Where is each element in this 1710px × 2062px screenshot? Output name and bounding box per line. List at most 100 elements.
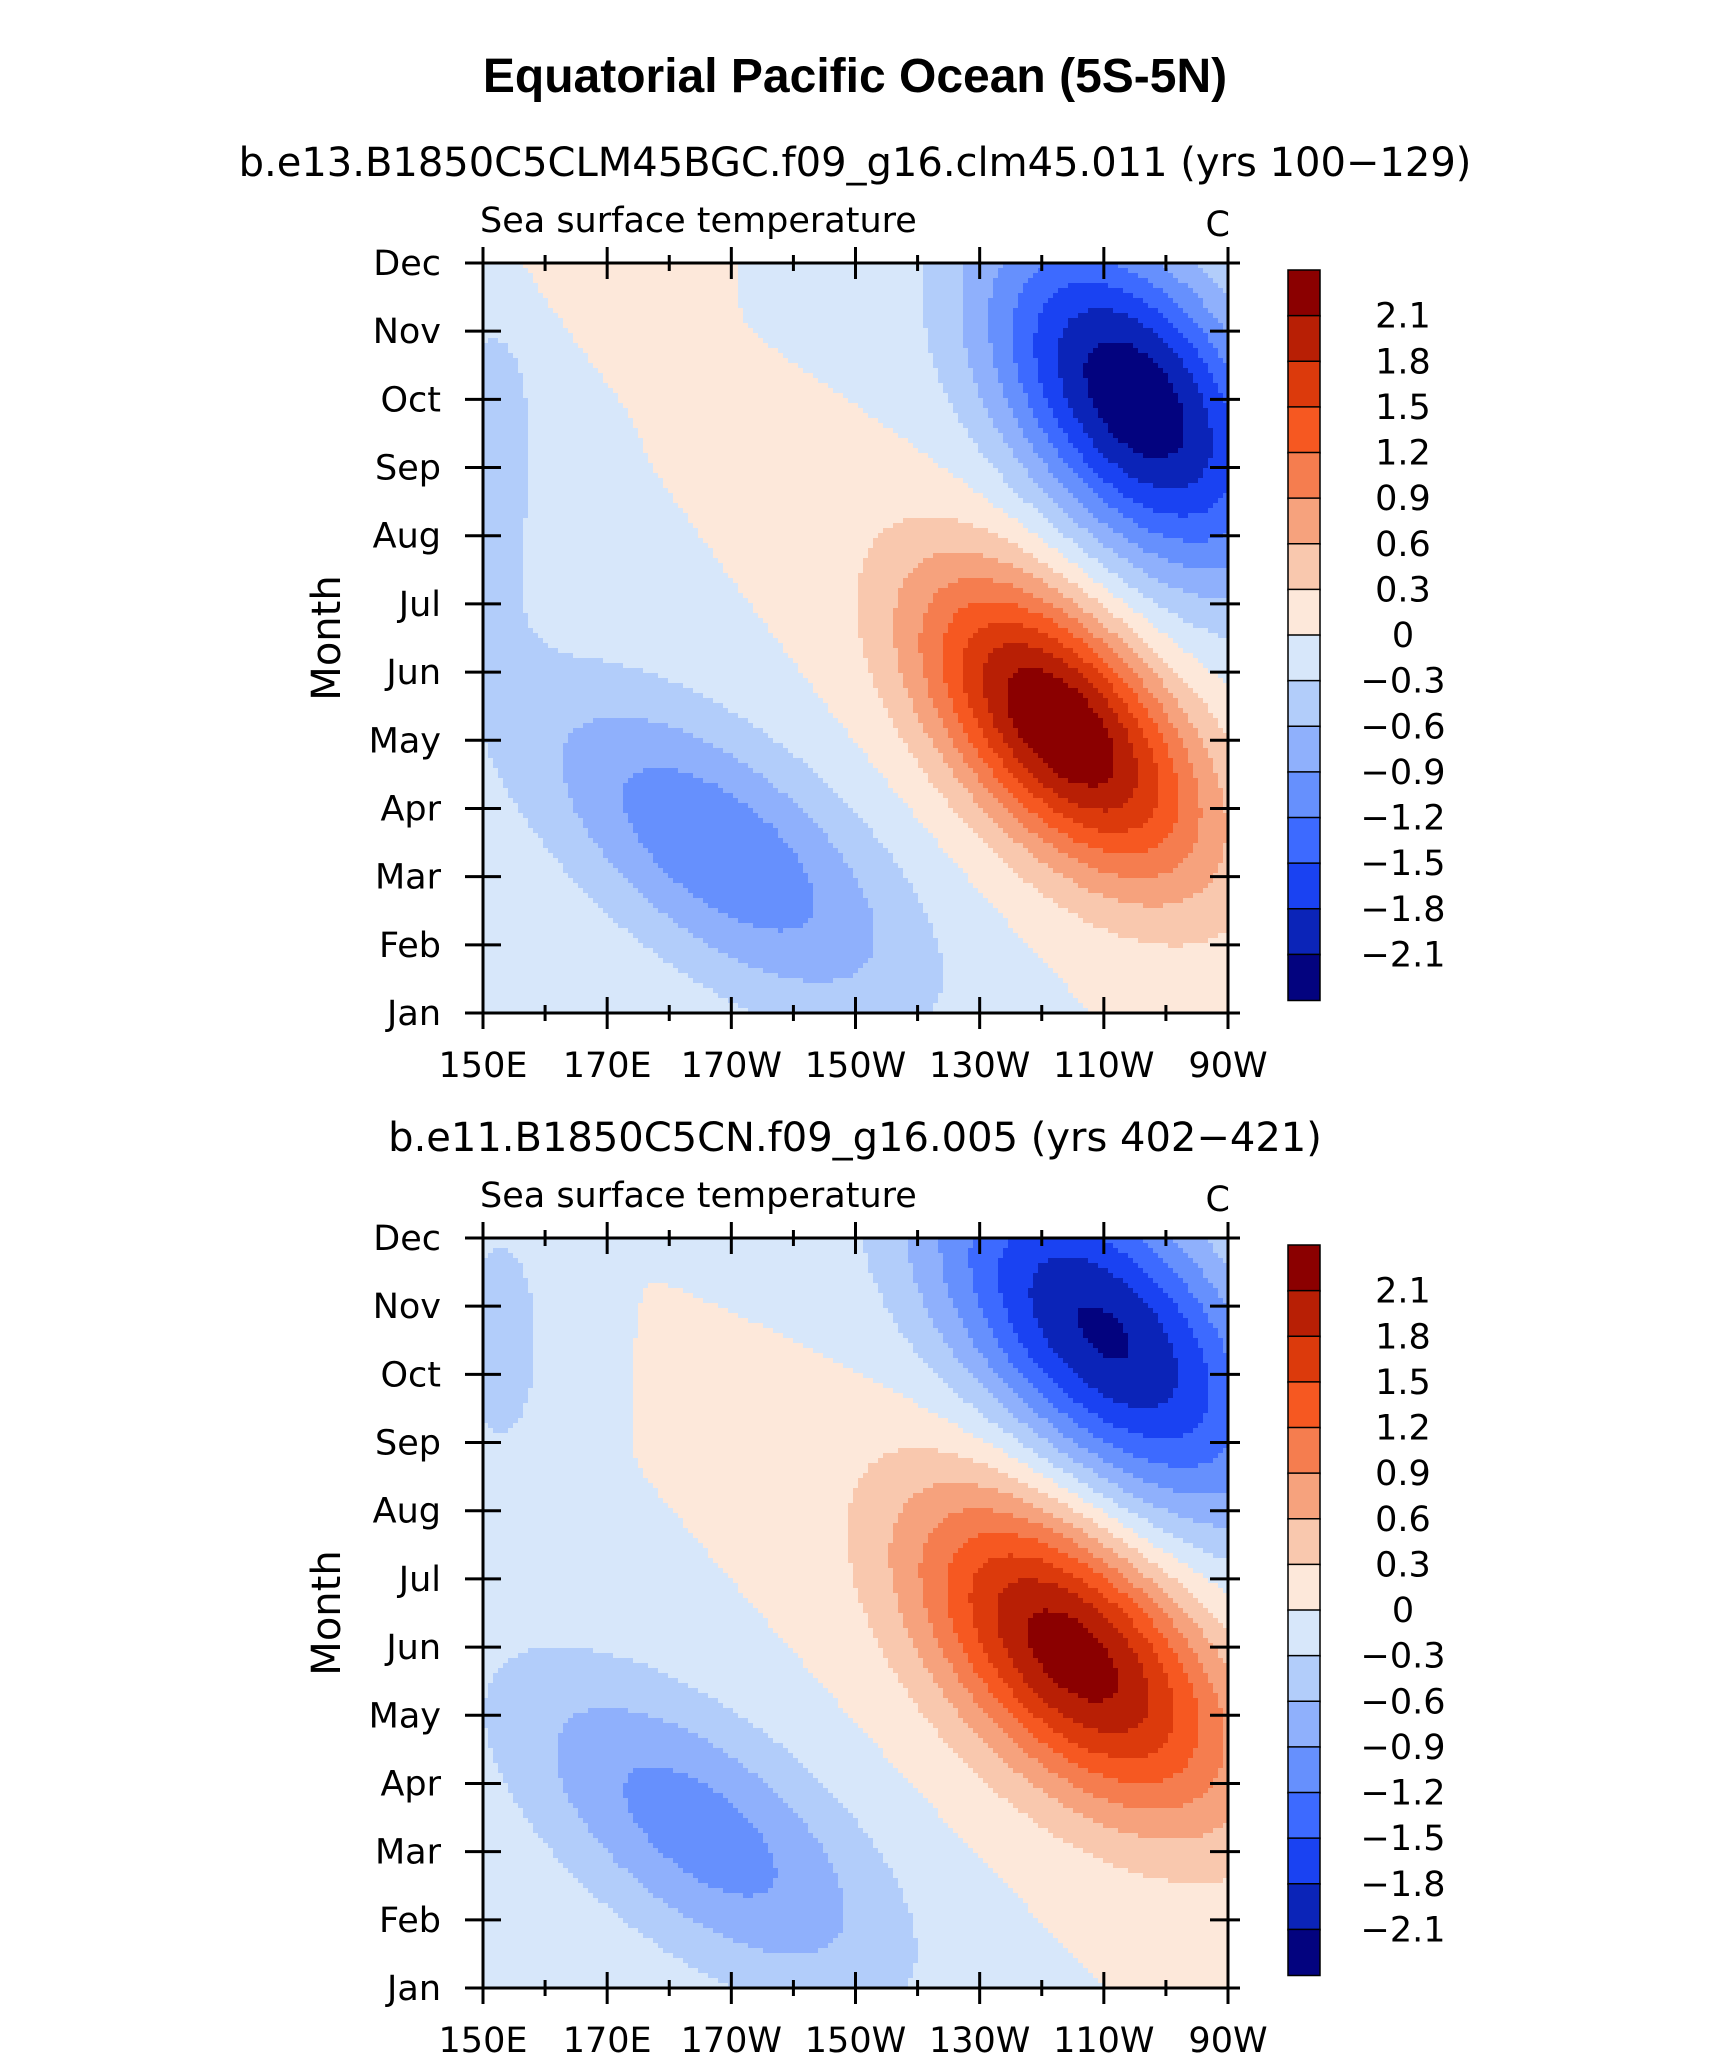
- contour-cell: [1033, 1713, 1064, 1719]
- contour-cell: [488, 1728, 564, 1734]
- contour-cell: [828, 703, 884, 709]
- contour-cell: [1018, 1458, 1049, 1464]
- contour-cell: [923, 318, 964, 324]
- contour-cell: [833, 1938, 919, 1944]
- contour-cell: [973, 1623, 999, 1629]
- contour-cell: [1078, 543, 1104, 549]
- contour-cell: [993, 343, 1014, 349]
- contour-cell: [923, 623, 949, 629]
- contour-cell: [643, 443, 914, 449]
- contour-cell: [903, 673, 924, 679]
- contour-cell: [528, 488, 669, 494]
- contour-cell: [968, 788, 989, 794]
- contour-cell: [1198, 803, 1224, 809]
- contour-cell: [1003, 433, 1024, 439]
- contour-cell: [1113, 683, 1129, 689]
- contour-cell: [863, 408, 954, 414]
- contour-cell: [573, 1803, 629, 1809]
- contour-cell: [528, 458, 649, 464]
- contour-cell: [1038, 328, 1064, 334]
- contour-cell: [1208, 463, 1229, 469]
- contour-cell: [928, 338, 964, 344]
- contour-cell: [1053, 568, 1084, 574]
- contour-cell: [1043, 393, 1064, 399]
- contour-cell: [1083, 1333, 1129, 1339]
- contour-cell: [943, 1648, 964, 1654]
- contour-cell: [743, 1763, 804, 1769]
- contour-cell: [973, 1618, 999, 1624]
- contour-cell: [483, 1978, 719, 1984]
- contour-cell: [1218, 1648, 1229, 1654]
- contour-cell: [1218, 933, 1229, 939]
- contour-cell: [523, 1268, 869, 1274]
- contour-cell: [893, 723, 924, 729]
- contour-cell: [1003, 1348, 1029, 1354]
- contour-cell: [483, 718, 594, 724]
- contour-cell: [483, 508, 529, 514]
- contour-cell: [643, 943, 709, 949]
- contour-cell: [883, 843, 939, 849]
- contour-cell: [483, 673, 659, 679]
- contour-cell: [733, 1803, 789, 1809]
- contour-cell: [1158, 763, 1174, 769]
- contour-cell: [793, 1753, 884, 1759]
- contour-cell: [638, 1463, 869, 1469]
- x-tick-label: 90W: [1188, 2021, 1267, 2061]
- contour-cell: [838, 1878, 899, 1884]
- contour-cell: [1168, 268, 1204, 274]
- contour-cell: [933, 353, 969, 359]
- contour-cell: [658, 1488, 854, 1494]
- contour-cell: [1133, 1258, 1164, 1264]
- contour-cell: [483, 1868, 569, 1874]
- y-tick-label: Feb: [379, 926, 441, 966]
- contour-cell: [1113, 593, 1144, 599]
- contour-cell: [1128, 603, 1159, 609]
- contour-cell: [1173, 638, 1229, 644]
- contour-cell: [483, 1608, 759, 1614]
- contour-cell: [1093, 1973, 1229, 1979]
- contour-cell: [1083, 658, 1104, 664]
- contour-cell: [933, 1528, 1054, 1534]
- contour-cell: [983, 663, 1069, 669]
- contour-cell: [928, 733, 949, 739]
- contour-cell: [483, 848, 549, 854]
- contour-cell: [568, 328, 754, 334]
- colorbar-swatch: [1287, 1426, 1321, 1475]
- contour-cell: [1098, 343, 1134, 349]
- contour-cell: [723, 1748, 789, 1754]
- contour-cell: [493, 758, 564, 764]
- contour-cell: [613, 388, 834, 394]
- contour-cell: [948, 393, 979, 399]
- contour-cell: [1033, 1613, 1069, 1619]
- contour-cell: [1078, 1423, 1114, 1429]
- contour-cell: [533, 1828, 589, 1834]
- contour-cell: [563, 763, 749, 769]
- contour-cell: [483, 1723, 564, 1729]
- contour-cell: [533, 1348, 634, 1354]
- contour-cell: [483, 883, 579, 889]
- contour-cell: [643, 1468, 869, 1474]
- contour-cell: [1158, 1653, 1179, 1659]
- contour-cell: [783, 353, 934, 359]
- contour-cell: [963, 313, 989, 319]
- contour-cell: [1173, 1238, 1209, 1244]
- contour-cell: [483, 1778, 504, 1784]
- contour-cell: [1158, 603, 1229, 609]
- contour-cell: [868, 758, 919, 764]
- contour-cell: [953, 703, 969, 709]
- contour-cell: [978, 1298, 1004, 1304]
- contour-cell: [1123, 1523, 1154, 1529]
- contour-cell: [908, 1778, 984, 1784]
- contour-cell: [858, 403, 954, 409]
- contour-cell: [893, 643, 919, 649]
- contour-cell: [1218, 723, 1229, 729]
- contour-cell: [688, 1683, 824, 1689]
- contour-cell: [1068, 1553, 1094, 1559]
- contour-cell: [963, 288, 994, 294]
- colorbar-swatch: [1287, 771, 1321, 819]
- contour-cell: [523, 383, 609, 389]
- contour-cell: [813, 683, 874, 689]
- contour-cell: [873, 1273, 914, 1279]
- panel-2-subtitle: b.e11.B1850C5CN.f09_g16.005 (yrs 402−421…: [388, 1115, 1322, 1161]
- contour-cell: [1013, 338, 1034, 344]
